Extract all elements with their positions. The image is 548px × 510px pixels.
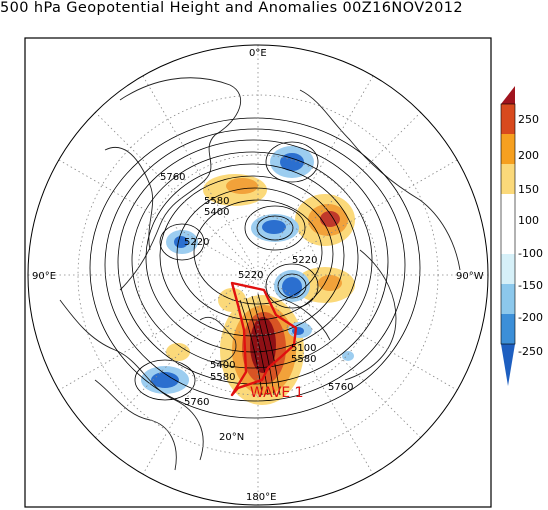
colorbar-tick: -250 [518, 345, 543, 358]
colorbar: 250 200 150 100 -100 -150 -200 -250 [500, 86, 543, 386]
contour-label: 5580 [291, 354, 316, 365]
height-contour [134, 359, 196, 401]
colorbar-cap-top [501, 86, 515, 104]
height-contour [239, 299, 263, 396]
anomaly-positive [320, 211, 340, 227]
height-contour [193, 199, 323, 305]
anomaly-negative [151, 372, 179, 388]
coastline [199, 317, 237, 362]
contour-label: 5100 [291, 343, 316, 354]
anomaly-negative [292, 327, 304, 335]
anomaly-positive [318, 275, 342, 291]
contour-label: 5220 [292, 255, 317, 266]
contour-label: 5220 [238, 270, 263, 281]
height-contour [277, 273, 307, 299]
contour-label: 5760 [328, 382, 353, 393]
map-boundary [27, 44, 489, 506]
anomaly-negative [280, 153, 304, 171]
colorbar-segment [501, 164, 515, 194]
contour-label: 5580 [204, 196, 229, 207]
colorbar-segment [501, 254, 515, 284]
label-20n: 20°N [219, 432, 244, 443]
height-contour [131, 151, 373, 369]
height-contour [176, 187, 334, 321]
height-contour [256, 215, 294, 241]
height-contour [159, 223, 205, 261]
map-frame [24, 37, 492, 508]
height-contour [265, 141, 319, 183]
coastline [104, 147, 154, 251]
colorbar-tick: -150 [518, 279, 543, 292]
anomaly-shading [141, 146, 355, 405]
height-contour [145, 163, 359, 353]
coastline [94, 379, 177, 471]
colorbar-segment [501, 194, 515, 254]
label-90e: 90°E [32, 271, 56, 282]
height-contour [159, 175, 345, 337]
coastline [119, 77, 242, 291]
anomaly-negative [282, 277, 302, 297]
anomaly-negative [262, 220, 286, 234]
height-contour [251, 295, 275, 396]
coastlines [59, 77, 461, 471]
colorbar-tick: 100 [518, 214, 539, 227]
anomaly-negative [342, 351, 354, 361]
anomaly-positive [226, 178, 258, 194]
contour-label: 5400 [204, 207, 229, 218]
colorbar-tick: -100 [518, 247, 543, 260]
colorbar-tick: 200 [518, 149, 539, 162]
label-90w: 90°W [456, 271, 484, 282]
height-contour [244, 205, 306, 251]
coastline [59, 299, 204, 461]
colorbar-outline [500, 103, 516, 345]
colorbar-segment [501, 314, 515, 344]
anomaly-positive [166, 343, 190, 361]
contour-label: 5760 [184, 397, 209, 408]
colorbar-cap-bottom [501, 344, 515, 386]
latitude-circle [197, 214, 319, 336]
latitude-circle [137, 154, 379, 396]
contour-label: 5760 [160, 172, 185, 183]
colorbar-tick: -200 [518, 311, 543, 324]
wave-1-outline [230, 281, 298, 397]
colorbar-segment [501, 104, 515, 134]
height-contour [257, 293, 281, 396]
coastline [299, 89, 461, 271]
height-contour [245, 297, 269, 396]
height-contour [104, 128, 406, 402]
map-title: 500 hPa Geopotential Height and Anomalie… [0, 0, 464, 16]
coastline [284, 299, 331, 341]
contour-label: 5580 [210, 372, 235, 383]
label-0e: 0°E [249, 48, 267, 59]
wave-1-label: WAVE 1 [250, 385, 304, 401]
coastline [344, 249, 397, 381]
height-contour [265, 263, 319, 309]
colorbar-tick: 250 [518, 113, 539, 126]
colorbar-segment [501, 134, 515, 164]
colorbar-tick: 150 [518, 183, 539, 196]
meridian [58, 159, 458, 391]
contour-label: 5220 [184, 237, 209, 248]
height-contours [89, 117, 421, 419]
graticule [28, 45, 488, 505]
contour-label: 5400 [210, 360, 235, 371]
label-180e: 180°E [246, 492, 276, 503]
colorbar-segment [501, 284, 515, 314]
height-contour [89, 117, 421, 419]
